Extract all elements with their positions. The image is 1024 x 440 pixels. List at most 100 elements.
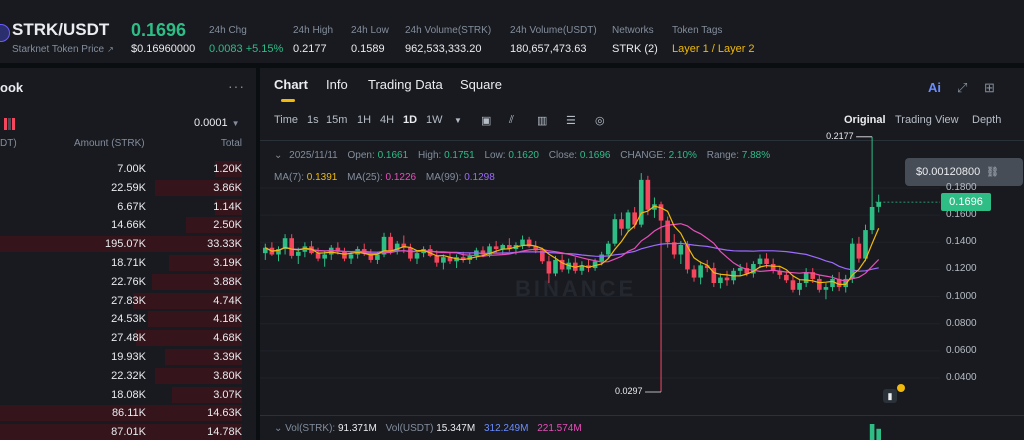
candle-body[interactable] bbox=[394, 243, 400, 251]
candle-body[interactable] bbox=[447, 257, 453, 262]
candle-body[interactable] bbox=[540, 250, 545, 262]
candle-body[interactable] bbox=[579, 265, 585, 271]
ask-row[interactable]: 7.00K 1.20K bbox=[0, 160, 256, 179]
candle-body[interactable] bbox=[790, 280, 796, 290]
candle-body[interactable] bbox=[480, 250, 486, 255]
ask-row[interactable]: 14.66K 2.50K bbox=[0, 216, 256, 235]
candle-body[interactable] bbox=[408, 247, 413, 259]
candle-body[interactable] bbox=[869, 207, 875, 231]
candle-body[interactable] bbox=[500, 245, 506, 250]
candle-body[interactable] bbox=[744, 268, 750, 274]
view-depth[interactable]: Depth bbox=[972, 114, 1002, 126]
token-price-link[interactable]: Starknet Token Price ↗ bbox=[12, 44, 114, 55]
stat-value[interactable]: Layer 1 / Layer 2 bbox=[672, 43, 755, 55]
candle-body[interactable] bbox=[276, 249, 281, 255]
candle-body[interactable] bbox=[493, 246, 499, 250]
candle-body[interactable] bbox=[652, 204, 657, 210]
candle-body[interactable] bbox=[289, 238, 294, 256]
candle-body[interactable] bbox=[262, 247, 268, 254]
candle-body[interactable] bbox=[507, 245, 512, 250]
interval-1d[interactable]: 1D bbox=[403, 114, 418, 126]
candle-body[interactable] bbox=[856, 243, 862, 259]
collapse-vol-icon[interactable]: ⌄ bbox=[274, 423, 283, 434]
candle-body[interactable] bbox=[460, 257, 466, 260]
interval-15m[interactable]: 15m bbox=[326, 114, 348, 126]
layout-grid-icon[interactable]: ⊞ bbox=[984, 80, 995, 95]
candle-body[interactable] bbox=[638, 179, 644, 225]
candle-body[interactable] bbox=[724, 277, 730, 281]
book-view-toggle-icon[interactable] bbox=[4, 118, 16, 130]
candle-body[interactable] bbox=[823, 287, 829, 290]
ask-row[interactable]: 19.93K 3.39K bbox=[0, 348, 256, 367]
candle-body[interactable] bbox=[414, 253, 420, 259]
candle-body[interactable] bbox=[368, 253, 374, 260]
candle-body[interactable] bbox=[797, 283, 802, 290]
candle-body[interactable] bbox=[599, 254, 604, 262]
pair-selector[interactable]: STRK/USDT bbox=[12, 20, 110, 39]
interval-4h[interactable]: 4H bbox=[380, 114, 395, 126]
candle-body[interactable] bbox=[718, 277, 723, 283]
candle-body[interactable] bbox=[335, 247, 341, 252]
interval-1h[interactable]: 1H bbox=[357, 114, 372, 126]
ask-row[interactable]: 22.76K 3.88K bbox=[0, 273, 256, 292]
candle-body[interactable] bbox=[526, 239, 532, 247]
candle-body[interactable] bbox=[830, 278, 835, 288]
candle-body[interactable] bbox=[658, 204, 664, 221]
interval-time[interactable]: Time bbox=[274, 114, 299, 126]
candle-body[interactable] bbox=[817, 278, 822, 290]
candle-body[interactable] bbox=[737, 268, 743, 271]
collapse-chevron-icon[interactable]: ⌄ bbox=[274, 150, 283, 161]
candle-body[interactable] bbox=[685, 245, 690, 270]
candle-body[interactable] bbox=[559, 259, 565, 270]
more-options-icon[interactable]: ··· bbox=[228, 78, 245, 94]
ask-row[interactable]: 18.71K 3.19K bbox=[0, 254, 256, 273]
more-intervals-chevron-icon[interactable]: ▼ bbox=[454, 116, 462, 125]
candle-body[interactable] bbox=[348, 254, 354, 259]
candle-body[interactable] bbox=[566, 262, 572, 270]
candle-body[interactable] bbox=[388, 236, 393, 251]
candle-body[interactable] bbox=[665, 220, 670, 243]
candle-body[interactable] bbox=[751, 264, 756, 274]
ask-row[interactable]: 86.11K 14.63K bbox=[0, 404, 256, 423]
candle-body[interactable] bbox=[625, 212, 631, 229]
candle-body[interactable] bbox=[533, 246, 539, 251]
tab-trading-data[interactable]: Trading Data bbox=[368, 77, 443, 92]
indicator-icon[interactable]: ⫽ bbox=[509, 114, 514, 126]
candle-body[interactable] bbox=[282, 238, 288, 250]
view-original[interactable]: Original bbox=[844, 114, 886, 126]
tab-chart[interactable]: Chart bbox=[274, 77, 308, 92]
ask-row[interactable]: 195.07K 33.33K bbox=[0, 235, 256, 254]
interval-1w[interactable]: 1W bbox=[426, 114, 443, 126]
candle-body[interactable] bbox=[434, 255, 440, 263]
candle-body[interactable] bbox=[850, 243, 855, 279]
candle-body[interactable] bbox=[632, 212, 637, 225]
candle-body[interactable] bbox=[619, 219, 624, 229]
interval-1s[interactable]: 1s bbox=[307, 114, 319, 126]
candle-body[interactable] bbox=[605, 243, 611, 255]
ask-row[interactable]: 87.01K 14.78K bbox=[0, 423, 256, 440]
candle-body[interactable] bbox=[645, 179, 651, 210]
view-trading-view[interactable]: Trading View bbox=[895, 114, 959, 126]
candle-body[interactable] bbox=[441, 257, 446, 263]
calendar-icon[interactable]: ▣ bbox=[481, 115, 492, 127]
ask-row[interactable]: 24.53K 4.18K bbox=[0, 310, 256, 329]
tab-info[interactable]: Info bbox=[326, 77, 348, 92]
ask-row[interactable]: 27.83K 4.74K bbox=[0, 292, 256, 311]
candle-body[interactable] bbox=[777, 270, 783, 275]
precision-select[interactable]: 0.0001 ▼ bbox=[194, 117, 240, 129]
candle-body[interactable] bbox=[770, 264, 776, 271]
candle-body[interactable] bbox=[704, 265, 710, 269]
ask-row[interactable]: 27.48K 4.68K bbox=[0, 329, 256, 348]
settings-sliders-icon[interactable]: ☰ bbox=[566, 115, 576, 127]
candle-body[interactable] bbox=[863, 230, 868, 259]
candlestick-chart[interactable] bbox=[260, 68, 1024, 440]
candle-body[interactable] bbox=[487, 246, 492, 255]
candle-body[interactable] bbox=[698, 265, 703, 278]
candle-body[interactable] bbox=[757, 258, 763, 264]
candle-body[interactable] bbox=[553, 259, 558, 274]
link-icon[interactable]: ⛓ bbox=[986, 167, 999, 178]
candle-body[interactable] bbox=[546, 261, 552, 274]
candle-body[interactable] bbox=[671, 242, 677, 255]
candle-body[interactable] bbox=[342, 251, 347, 259]
candle-body[interactable] bbox=[691, 269, 697, 278]
